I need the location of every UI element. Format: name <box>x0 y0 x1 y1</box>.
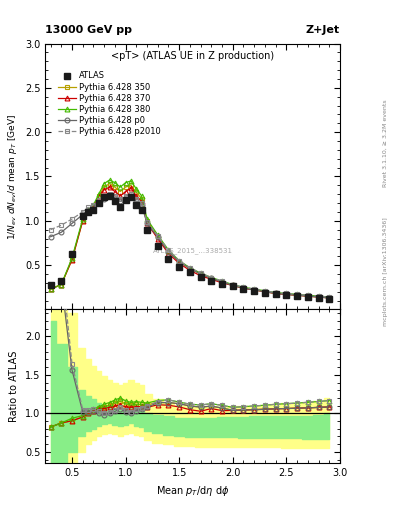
Text: mcplots.cern.ch [arXiv:1306.3436]: mcplots.cern.ch [arXiv:1306.3436] <box>383 217 387 326</box>
Text: <pT> (ATLAS UE in Z production): <pT> (ATLAS UE in Z production) <box>111 52 274 61</box>
Y-axis label: $1/N_{ev}\ dN_{ev}/d$ mean $p_T\ \mathrm{[GeV]}$: $1/N_{ev}\ dN_{ev}/d$ mean $p_T\ \mathrm… <box>6 113 19 240</box>
Text: Rivet 3.1.10, ≥ 3.2M events: Rivet 3.1.10, ≥ 3.2M events <box>383 99 387 187</box>
Text: 13000 GeV pp: 13000 GeV pp <box>45 25 132 35</box>
Text: Z+Jet: Z+Jet <box>306 25 340 35</box>
Text: ATLAS_2015_...338531: ATLAS_2015_...338531 <box>152 247 233 254</box>
Legend: ATLAS, Pythia 6.428 350, Pythia 6.428 370, Pythia 6.428 380, Pythia 6.428 p0, Py: ATLAS, Pythia 6.428 350, Pythia 6.428 37… <box>55 69 163 138</box>
X-axis label: Mean $p_T$/d$\eta$ d$\phi$: Mean $p_T$/d$\eta$ d$\phi$ <box>156 484 229 498</box>
Y-axis label: Ratio to ATLAS: Ratio to ATLAS <box>9 351 19 422</box>
